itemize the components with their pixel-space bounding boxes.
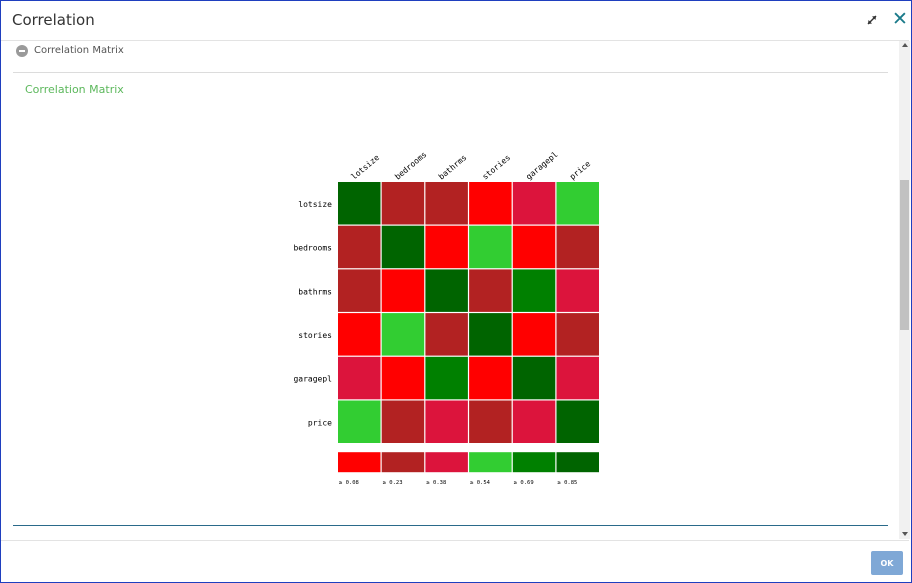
- heatmap-cell-lotsize-garagepl: [512, 182, 556, 225]
- legend-label: ≥ 0.38: [426, 480, 446, 486]
- legend-label: ≥ 0.08: [339, 480, 359, 486]
- scroll-down-icon[interactable]: [902, 532, 908, 536]
- heatmap-cell-bathrms-lotsize: [338, 269, 381, 312]
- close-icon[interactable]: ✕: [892, 8, 908, 30]
- heatmap-cell-price-bedrooms: [381, 400, 425, 443]
- legend-swatch: [425, 452, 468, 473]
- heatmap-cell-bathrms-bedrooms: [381, 269, 425, 312]
- heatmap-cell-garagepl-price: [556, 356, 599, 400]
- column-label-bathrms: bathrms: [437, 153, 469, 182]
- row-label-stories: stories: [298, 331, 332, 340]
- legend-label: ≥ 0.54: [470, 480, 491, 486]
- section-header-label[interactable]: Correlation Matrix: [34, 45, 124, 56]
- heatmap-cell-price-lotsize: [338, 400, 381, 443]
- heatmap-cell-bedrooms-price: [556, 225, 599, 269]
- column-label-stories: stories: [481, 153, 513, 182]
- legend-label: ≥ 0.85: [558, 480, 578, 486]
- row-label-bedrooms: bedrooms: [293, 244, 332, 253]
- legend-swatch: [512, 452, 556, 473]
- heatmap-cell-lotsize-price: [556, 182, 599, 225]
- row-label-bathrms: bathrms: [298, 287, 332, 296]
- column-label-bedrooms: bedrooms: [393, 150, 428, 182]
- correlation-heatmap: lotsize bedrooms bathrms stories garagepl pri…: [293, 150, 599, 486]
- heatmap-cell-stories-price: [556, 313, 599, 356]
- heatmap-cell-lotsize-bedrooms: [381, 182, 425, 225]
- heatmap-cell-price-stories: [469, 400, 512, 443]
- heatmap-cell-bedrooms-bathrms: [425, 225, 468, 269]
- heatmap-cell-lotsize-stories: [469, 182, 512, 225]
- legend-swatch: [469, 452, 512, 473]
- heatmap-cell-bedrooms-garagepl: [512, 225, 556, 269]
- minus-circle-icon[interactable]: [16, 45, 28, 57]
- heatmap-cell-price-price: [556, 400, 599, 443]
- heatmap-cell-lotsize-bathrms: [425, 182, 468, 225]
- content-divider: [13, 525, 888, 526]
- heatmap-cell-bathrms-stories: [469, 269, 512, 312]
- expand-icon[interactable]: [865, 13, 879, 27]
- heatmap-cell-bathrms-bathrms: [425, 269, 468, 312]
- heatmap-cell-bedrooms-stories: [469, 225, 512, 269]
- heatmap-cell-stories-bedrooms: [381, 313, 425, 356]
- heatmap-cell-price-bathrms: [425, 400, 468, 443]
- scroll-up-icon[interactable]: [902, 43, 908, 47]
- heatmap-cell-bedrooms-lotsize: [338, 225, 381, 269]
- heatmap-cell-stories-garagepl: [512, 313, 556, 356]
- heatmap-cell-stories-lotsize: [338, 313, 381, 356]
- legend-swatch: [338, 452, 381, 473]
- chart-title: Correlation Matrix: [25, 83, 124, 96]
- legend-swatch: [381, 452, 425, 473]
- heatmap-cell-stories-stories: [469, 313, 512, 356]
- heatmap-cell-stories-bathrms: [425, 313, 468, 356]
- heatmap-cell-garagepl-bedrooms: [381, 356, 425, 400]
- dialog-content: Correlation Matrix Correlation Matrix lo…: [1, 41, 899, 539]
- heatmap-cell-lotsize-lotsize: [338, 182, 381, 225]
- heatmap-cell-price-garagepl: [512, 400, 556, 443]
- dialog-header: Correlation ✕: [1, 1, 909, 41]
- heatmap-cell-garagepl-stories: [469, 356, 512, 400]
- scrollbar-thumb[interactable]: [900, 180, 909, 330]
- row-label-lotsize: lotsize: [298, 200, 332, 209]
- heatmap-cell-bathrms-price: [556, 269, 599, 312]
- ok-button[interactable]: OK: [871, 551, 903, 575]
- legend-label: ≥ 0.69: [514, 480, 534, 486]
- row-label-garagepl: garagepl: [293, 375, 332, 384]
- column-label-garagepl: garagepl: [524, 150, 559, 182]
- heatmap-cell-garagepl-bathrms: [425, 356, 468, 400]
- heatmap-cell-garagepl-lotsize: [338, 356, 381, 400]
- dialog-footer: OK: [1, 540, 909, 582]
- column-label-lotsize: lotsize: [350, 153, 382, 182]
- vertical-scrollbar[interactable]: [899, 41, 910, 539]
- legend-swatch: [556, 452, 599, 473]
- section-divider: [13, 72, 888, 73]
- legend-label: ≥ 0.23: [383, 480, 403, 486]
- heatmap-cell-bedrooms-bedrooms: [381, 225, 425, 269]
- heatmap-cell-garagepl-garagepl: [512, 356, 556, 400]
- heatmap-cell-bathrms-garagepl: [512, 269, 556, 312]
- dialog-title: Correlation: [12, 11, 95, 29]
- column-label-price: price: [568, 159, 592, 181]
- row-label-price: price: [308, 418, 332, 427]
